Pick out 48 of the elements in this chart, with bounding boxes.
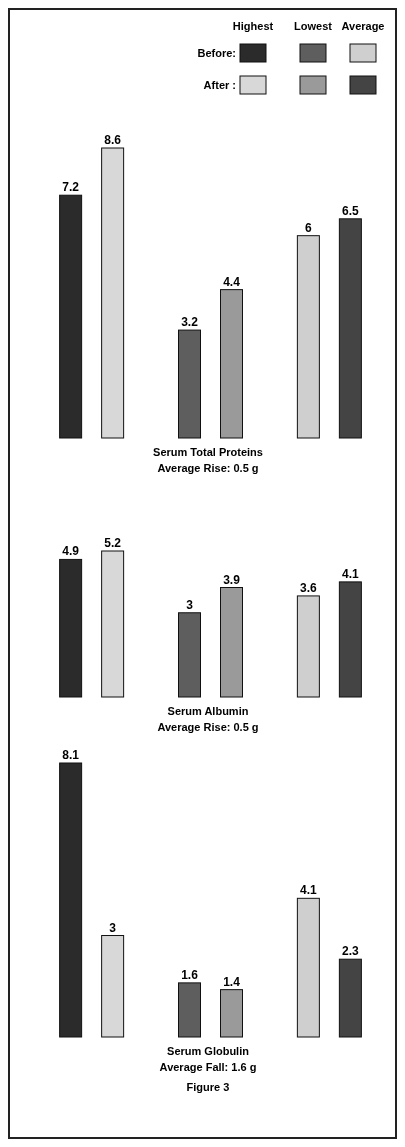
- text: Serum Globulin: [167, 1045, 250, 1057]
- data-label: 5.2: [104, 536, 122, 550]
- data-label: 2.3: [342, 944, 360, 959]
- bar: [59, 558, 83, 698]
- bar: [101, 935, 125, 1038]
- data-label: 3: [186, 597, 194, 612]
- text: Average Rise: 0.5 g: [157, 462, 259, 474]
- data-label: 1.4: [223, 974, 241, 989]
- data-label: 7.2: [62, 180, 80, 195]
- text: Lowest: [294, 20, 333, 32]
- text: Average: [341, 20, 385, 32]
- bar: [338, 958, 362, 1038]
- data-label: 3.2: [181, 315, 199, 330]
- data-label: 8.1: [62, 748, 80, 762]
- data-label: 3.6: [300, 580, 318, 595]
- data-label: 1.6: [181, 967, 199, 982]
- bar: [220, 989, 243, 1038]
- data-label: 4.1: [342, 566, 360, 581]
- data-label: 6: [305, 220, 313, 235]
- data-label: 8.6: [104, 133, 122, 147]
- caption: Figure 3: [186, 1081, 230, 1093]
- bar: [220, 289, 243, 439]
- text: Average Fall: 1.6 g: [159, 1061, 257, 1073]
- bar: [178, 982, 201, 1038]
- text: Highest: [232, 20, 274, 32]
- bar: [338, 218, 362, 439]
- bar: [296, 595, 320, 698]
- data-label: 3: [109, 920, 117, 935]
- text: Serum Total Proteins: [153, 446, 263, 458]
- legend-label: After :: [203, 79, 236, 91]
- bar: [101, 147, 125, 439]
- bar: [296, 235, 320, 439]
- data-label: 3.9: [223, 572, 241, 587]
- bar: [101, 550, 125, 698]
- text: Serum Albumin: [167, 705, 249, 717]
- legend-label: Before:: [197, 47, 236, 59]
- bar: [338, 581, 362, 698]
- bar: [296, 897, 320, 1038]
- bar: [178, 329, 201, 439]
- bar: [178, 612, 201, 698]
- bar: [59, 194, 83, 439]
- data-label: 4.9: [62, 544, 80, 559]
- data-label: 6.5: [342, 203, 360, 218]
- bar: [220, 587, 243, 698]
- data-label: 4.1: [300, 883, 318, 898]
- bar: [59, 762, 83, 1038]
- data-label: 4.4: [223, 274, 241, 289]
- text: Average Rise: 0.5 g: [157, 721, 259, 733]
